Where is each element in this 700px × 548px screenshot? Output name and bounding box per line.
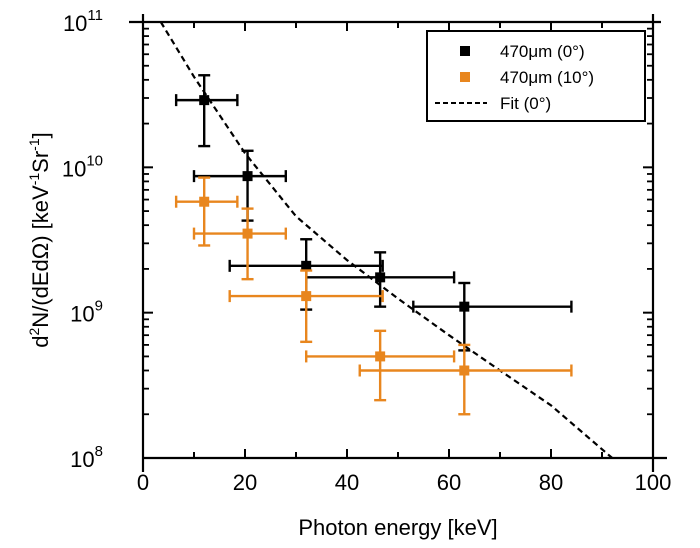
data-point (199, 95, 210, 106)
y-tick-label-base: 10 (70, 302, 94, 327)
fit-line (159, 21, 613, 459)
legend-marker (460, 46, 470, 56)
y-tick-label: 1010 (62, 152, 103, 181)
data-point (301, 291, 312, 302)
x-tick-label: 100 (635, 470, 672, 495)
y-axis-title-suffix: ] (28, 132, 53, 138)
x-tick-label: 20 (233, 470, 257, 495)
data-point (301, 260, 312, 271)
legend-label: 470μm (0°) (500, 42, 585, 61)
data-point (375, 272, 386, 283)
y-tick-label-exponent: 8 (95, 443, 103, 460)
legend-marker (460, 72, 470, 82)
legend-label: 470μm (10°) (500, 68, 594, 87)
y-tick-label-base: 10 (70, 447, 94, 472)
x-axis-title: Photon energy [keV] (298, 515, 497, 540)
y-tick-label-exponent: 11 (87, 7, 103, 24)
data-point (459, 301, 470, 312)
data-point (375, 351, 386, 362)
x-tick-label: 40 (335, 470, 359, 495)
y-tick-label-exponent: 9 (95, 298, 103, 315)
y-axis-title-sup2: -1 (26, 173, 42, 186)
data-point (199, 196, 210, 207)
y-tick-label: 1011 (63, 7, 103, 36)
x-tick-label: 80 (539, 470, 563, 495)
y-tick-label: 108 (70, 443, 103, 472)
y-tick-label-exponent: 10 (86, 152, 103, 169)
y-axis-title-sup1: 2 (26, 327, 42, 335)
y-axis-title-mid2: Sr (28, 151, 53, 173)
data-point (459, 365, 470, 376)
y-tick-label: 109 (70, 298, 103, 327)
y-tick-label-base: 10 (62, 156, 86, 181)
series-layer (174, 74, 573, 416)
data-point (242, 228, 253, 239)
data-point (242, 171, 253, 182)
fit-layer (159, 21, 613, 459)
series-1 (174, 176, 573, 416)
y-axis-title-prefix: d (28, 335, 53, 347)
x-tick-label: 0 (137, 470, 149, 495)
y-axis-title-sup3: -1 (26, 138, 42, 151)
axes (129, 14, 667, 472)
y-axis-title: d2N/(dEdΩ) [keV-1Sr-1] (26, 132, 53, 347)
y-tick-label-base: 10 (63, 11, 87, 36)
y-axis-title-mid: N/(dEdΩ) [keV (28, 185, 53, 328)
x-tick-label: 60 (437, 470, 461, 495)
legend: 470μm (0°) 470μm (10°) Fit (0°) (426, 30, 646, 122)
legend-label: Fit (0°) (500, 94, 551, 113)
